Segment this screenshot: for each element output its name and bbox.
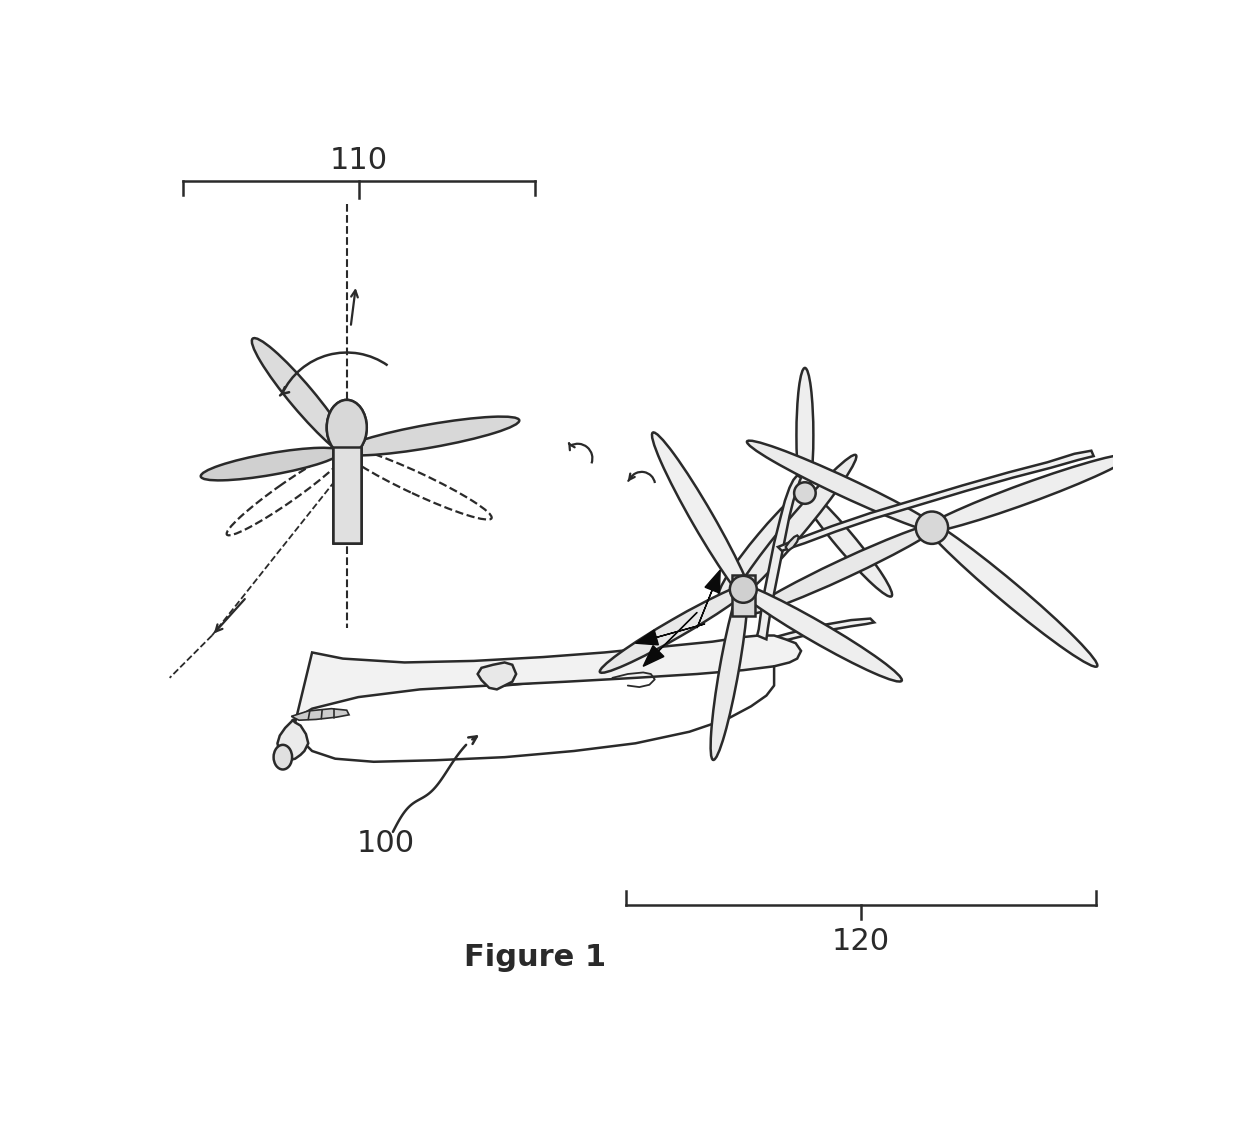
- Ellipse shape: [749, 523, 941, 614]
- Polygon shape: [758, 476, 801, 639]
- Ellipse shape: [796, 368, 813, 503]
- Ellipse shape: [274, 745, 293, 770]
- Ellipse shape: [252, 339, 352, 457]
- Ellipse shape: [920, 518, 1097, 667]
- Ellipse shape: [341, 416, 520, 456]
- Text: 120: 120: [832, 927, 890, 956]
- Polygon shape: [291, 709, 350, 720]
- Polygon shape: [477, 663, 516, 690]
- Polygon shape: [332, 447, 361, 543]
- Ellipse shape: [326, 399, 367, 456]
- Ellipse shape: [916, 512, 949, 543]
- Polygon shape: [777, 451, 1094, 551]
- Text: Figure 1: Figure 1: [464, 943, 606, 972]
- FancyArrow shape: [697, 570, 720, 628]
- Ellipse shape: [652, 432, 754, 606]
- FancyArrow shape: [635, 624, 704, 645]
- Ellipse shape: [326, 399, 367, 456]
- Ellipse shape: [746, 441, 942, 533]
- Ellipse shape: [921, 455, 1131, 533]
- Ellipse shape: [797, 484, 892, 596]
- FancyArrow shape: [644, 612, 697, 666]
- Text: 110: 110: [330, 146, 388, 176]
- Ellipse shape: [600, 583, 754, 673]
- Polygon shape: [732, 576, 755, 616]
- Ellipse shape: [730, 576, 756, 603]
- Ellipse shape: [719, 485, 812, 595]
- Ellipse shape: [734, 455, 857, 600]
- Ellipse shape: [732, 582, 901, 682]
- Polygon shape: [505, 619, 874, 685]
- Ellipse shape: [711, 578, 748, 759]
- Text: 100: 100: [356, 829, 414, 858]
- Ellipse shape: [794, 483, 816, 504]
- Polygon shape: [278, 720, 309, 760]
- Polygon shape: [293, 636, 801, 722]
- Ellipse shape: [201, 448, 341, 480]
- Polygon shape: [332, 447, 361, 543]
- Polygon shape: [786, 536, 799, 551]
